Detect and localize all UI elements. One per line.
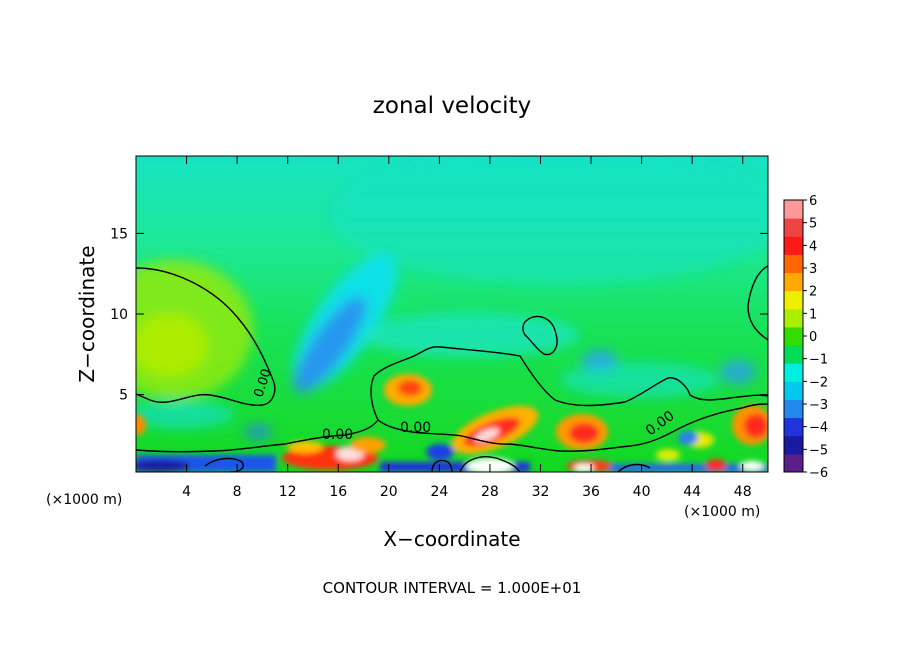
colorbar-label: 1 <box>809 307 817 322</box>
colorbar-label: −6 <box>809 466 828 481</box>
y-tick-label: 10 <box>110 307 128 323</box>
surface-white-36 <box>574 464 594 472</box>
colorbar-swatch <box>784 200 803 219</box>
chart-title: zonal velocity <box>373 93 531 119</box>
colorbar-swatch <box>784 363 803 382</box>
x-tick-label: 20 <box>380 484 398 500</box>
surface-band-right <box>610 464 768 472</box>
surface-white-48 <box>740 461 764 471</box>
colorbar-label: −5 <box>809 443 828 458</box>
colorbar-label: −3 <box>809 398 828 413</box>
orange-cell-14 <box>287 441 323 453</box>
surface-red-46 <box>706 459 726 471</box>
x-tick-label: 24 <box>430 484 448 500</box>
x-tick-label: 36 <box>582 484 600 500</box>
x-tick-label: 16 <box>329 484 347 500</box>
y-axis-ticks: 5 10 15 <box>110 226 768 404</box>
colorbar-swatch <box>784 381 803 400</box>
x-unit-left: (×1000 m) <box>46 492 122 508</box>
colorbar-label: 5 <box>809 217 817 232</box>
x-tick-label: 48 <box>734 484 752 500</box>
x-tick-label: 28 <box>481 484 499 500</box>
surface-blue-22 <box>426 444 454 460</box>
orange-cell-18 <box>350 437 386 453</box>
contour-band-lower <box>377 403 768 452</box>
x-axis-label: X−coordinate <box>383 527 520 551</box>
positive-cell-0 <box>136 415 146 435</box>
x-tick-label: 12 <box>279 484 297 500</box>
x-tick-label: 32 <box>532 484 550 500</box>
plot-field: 0.00 0.00 0.00 0.00 <box>136 156 768 472</box>
contour-loop-32 <box>522 315 558 356</box>
colorbar-swatch <box>784 345 803 364</box>
negative-cell-49 <box>720 360 756 384</box>
colorbar-swatch <box>784 218 803 237</box>
colorbar: 6 5 4 3 2 1 0 −1 −2 −3 −4 −5 −6 <box>783 194 828 481</box>
colorbar-label: 2 <box>809 285 817 300</box>
cyan-upper <box>330 156 768 285</box>
x-tick-label: 4 <box>182 484 191 500</box>
x-tick-label: 8 <box>233 484 242 500</box>
contour-upper-left <box>136 267 276 406</box>
x-tick-label: 40 <box>633 484 651 500</box>
colorbar-label: 6 <box>809 194 817 209</box>
contour-interval-footer: CONTOUR INTERVAL = 1.000E+01 <box>323 579 582 597</box>
positive-cell-35-core <box>569 423 599 443</box>
colorbar-label: 4 <box>809 239 817 254</box>
contour-surface-28 <box>459 456 521 472</box>
contour-surface-40 <box>617 463 651 472</box>
negative-jet <box>293 296 367 394</box>
x-tick-label: 44 <box>683 484 701 500</box>
x-axis-ticks: 4 8 12 16 20 24 28 32 36 40 44 48 <box>182 156 752 500</box>
colorbar-label: −2 <box>809 375 828 390</box>
positive-core-left <box>136 313 208 377</box>
zero-contours <box>136 265 768 472</box>
positive-cell-28-core <box>474 428 500 442</box>
cyan-channel <box>360 313 580 357</box>
yellow-cell-42 <box>656 449 680 461</box>
colorbar-swatch <box>784 399 803 419</box>
colorbar-swatch <box>784 290 803 310</box>
colorbar-label: −4 <box>809 421 828 436</box>
contour-main-band <box>136 346 768 453</box>
y-axis-label: Z−coordinate <box>75 245 99 382</box>
cyan-mid-right <box>560 362 720 398</box>
positive-cell-20-core <box>398 380 422 396</box>
y-tick-label: 15 <box>110 226 128 242</box>
contour-right-edge <box>747 265 768 341</box>
surface-blue-left <box>136 460 190 472</box>
positive-cell-49-core <box>744 414 768 438</box>
colorbar-swatch <box>784 254 803 274</box>
colorbar-swatch <box>784 308 803 328</box>
colorbar-label: 3 <box>809 262 817 277</box>
colorbar-label: −1 <box>809 353 828 368</box>
colorbar-swatch <box>784 417 803 437</box>
contour-surface-22 <box>431 459 453 472</box>
colorbar-label: 0 <box>809 330 817 345</box>
colorbar-swatch <box>784 272 803 292</box>
y-tick-label: 5 <box>119 388 128 404</box>
colorbar-swatch <box>784 326 803 346</box>
surface-band-mid <box>380 462 530 472</box>
cyan-left-low <box>136 401 235 429</box>
contour-label: 0.00 <box>322 427 353 443</box>
contour-label: 0.00 <box>400 420 431 436</box>
blue-left-low <box>244 425 272 439</box>
x-unit-right: (×1000 m) <box>684 504 760 520</box>
surface-blue-44 <box>678 431 698 445</box>
colorbar-swatch <box>784 453 803 473</box>
colorbar-swatch <box>784 236 803 255</box>
colorbar-swatch <box>784 435 803 455</box>
